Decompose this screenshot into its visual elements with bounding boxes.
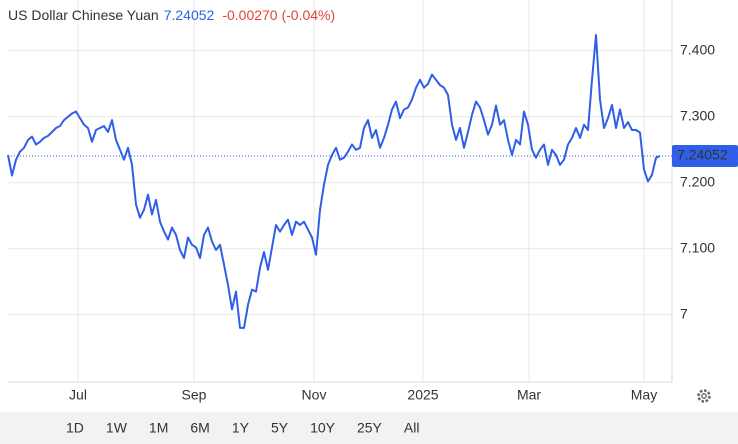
x-tick-label: Jul — [69, 387, 87, 403]
gear-teeth — [697, 389, 711, 403]
header-price: 7.24052 — [164, 7, 215, 23]
y-tick-label: 7.100 — [680, 239, 715, 255]
range-button[interactable]: 1D — [66, 420, 84, 436]
range-button[interactable]: 25Y — [357, 420, 383, 436]
range-button[interactable]: 1M — [149, 420, 168, 436]
range-button[interactable]: 1W — [106, 420, 128, 436]
price-line — [7, 34, 661, 329]
x-tick-label: Mar — [517, 387, 541, 403]
x-tick-label: Nov — [302, 387, 327, 403]
y-tick-label: 7.300 — [680, 107, 715, 123]
y-tick-label: 7.400 — [680, 42, 715, 58]
x-tick-label: Sep — [182, 387, 207, 403]
range-button[interactable]: 6M — [190, 420, 209, 436]
chart-header: US Dollar Chinese Yuan 7.24052 -0.00270 (-… — [8, 7, 335, 23]
range-button[interactable]: All — [404, 420, 420, 436]
y-tick-label: 7 — [680, 305, 688, 321]
settings-icon[interactable] — [697, 389, 711, 403]
y-tick-label: 7.200 — [680, 173, 715, 189]
last-price-badge — [672, 145, 738, 168]
header-change: -0.00270 (-0.04%) — [222, 7, 335, 23]
x-tick-label: 2025 — [407, 387, 438, 403]
gear-hub — [701, 393, 707, 399]
range-button[interactable]: 5Y — [271, 420, 289, 436]
range-bar — [0, 412, 738, 444]
x-tick-label: May — [631, 387, 657, 403]
chart-title: US Dollar Chinese Yuan — [8, 7, 159, 23]
range-button[interactable]: 10Y — [310, 420, 336, 436]
last-price-label: 7.24052 — [677, 147, 728, 163]
range-button[interactable]: 1Y — [232, 420, 250, 436]
